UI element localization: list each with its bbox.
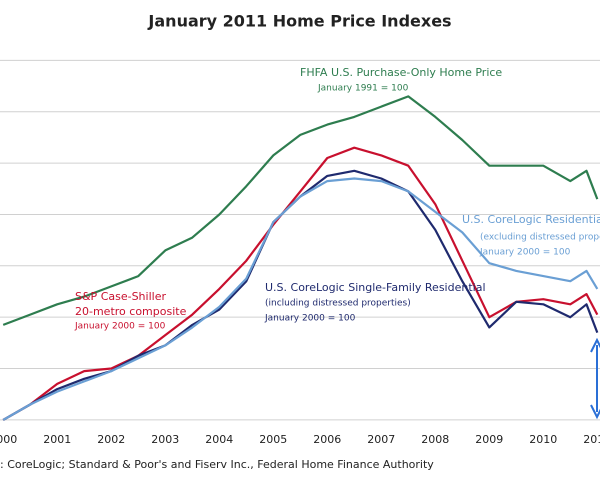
series-note: 20-metro composite [75, 305, 187, 318]
x-tick-label: 2004 [205, 433, 233, 446]
series-line [2, 95, 599, 326]
series-label: U.S. CoreLogic Residential [462, 213, 600, 226]
series-label: FHFA U.S. Purchase-Only Home Price [300, 66, 502, 79]
x-tick-label: 2000 [0, 433, 17, 446]
x-tick-label: 2001 [43, 433, 71, 446]
x-tick-label: 2008 [421, 433, 449, 446]
x-tick-label: 2002 [97, 433, 125, 446]
series-note: (excluding distressed properties) [480, 233, 600, 243]
chart-title: January 2011 Home Price Indexes [147, 12, 451, 31]
x-tick-label: 2006 [313, 433, 341, 446]
plot: 2000 2001 2002 2003 2004 2005 2006 2007 2008 2009… [0, 59, 600, 446]
series-note: January 2000 = 100 [74, 322, 166, 332]
x-tick-label: 2010 [529, 433, 557, 446]
series-note: January 2000 = 100 [479, 248, 571, 258]
arrow [590, 337, 600, 420]
series-note: January 2000 = 100 [264, 314, 356, 324]
series-label: S&P Case-Shiller [75, 290, 166, 303]
source: : CoreLogic; Standard & Poor's and Fiser… [0, 458, 434, 471]
series-note: January 1991 = 100 [317, 84, 409, 94]
series-line [2, 177, 599, 421]
x-tick-label: 2005 [259, 433, 287, 446]
x-tick-label: 2011 [583, 433, 600, 446]
series-label: U.S. CoreLogic Single-Family Residential [265, 281, 486, 294]
x-tick-label: 2007 [367, 433, 395, 446]
series-note: (including distressed properties) [265, 299, 411, 309]
x-tick-label: 2003 [151, 433, 179, 446]
x-tick-label: 2009 [475, 433, 503, 446]
